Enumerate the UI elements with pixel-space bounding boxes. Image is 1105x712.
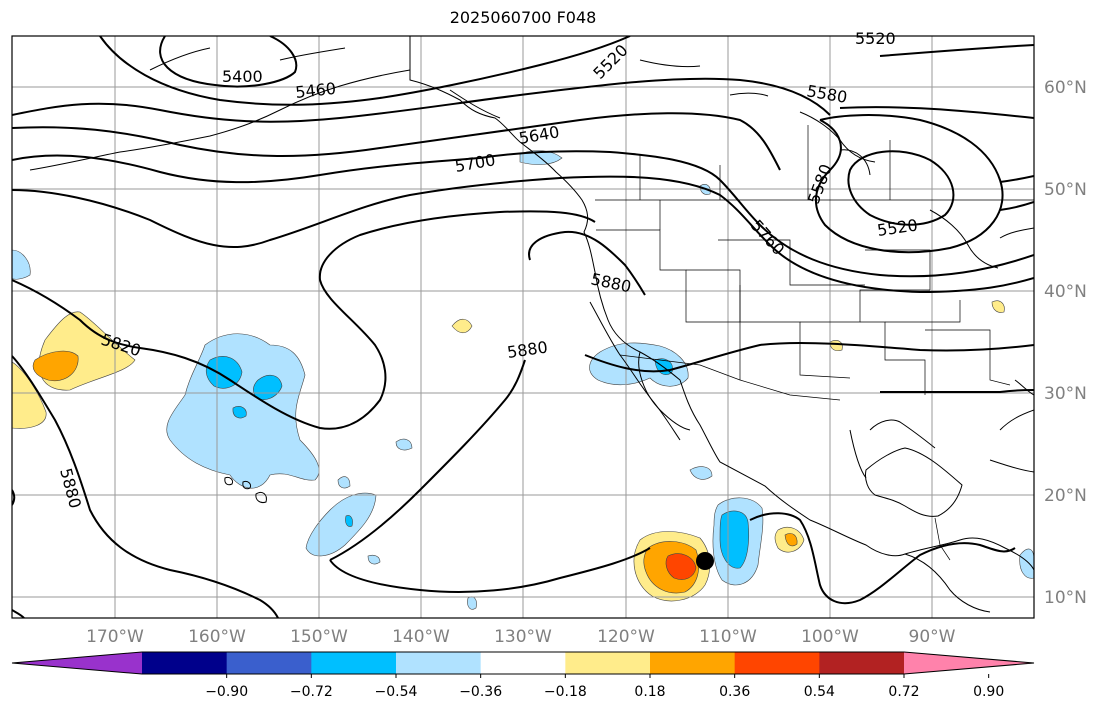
colorbar-tick-labels: −0.90 −0.72 −0.54 −0.36 −0.18 0.18 0.36 0.54 0.7… <box>205 674 1004 700</box>
positive-anomaly-area <box>32 350 79 382</box>
colorbar-segment <box>311 652 397 674</box>
lon-label: 130°W <box>494 627 552 647</box>
lat-label: 20°N <box>1044 486 1087 506</box>
colorbar-tick-label: −0.18 <box>544 684 587 700</box>
contour-label: 5520 <box>855 29 896 48</box>
negative-anomaly-area <box>345 515 353 527</box>
colorbar-extend-low <box>12 652 142 674</box>
map-frame <box>11 35 1035 619</box>
colorbar-segment <box>480 652 566 674</box>
lon-label: 170°W <box>86 627 144 647</box>
shaded-anomalies <box>12 150 1034 610</box>
negative-anomaly-area <box>12 249 31 280</box>
colorbar-tick-label: 0.18 <box>634 684 665 700</box>
lat-label: 10°N <box>1044 588 1087 608</box>
coastlines <box>29 36 1034 613</box>
colorbar-tick-label: −0.72 <box>290 684 333 700</box>
negative-anomaly-area <box>205 356 243 389</box>
lon-label: 90°W <box>909 627 956 647</box>
positive-anomaly-area <box>991 300 1005 313</box>
colorbar-segment <box>396 652 482 674</box>
contour-label: 5400 <box>222 67 263 86</box>
contour-label: 5460 <box>294 79 336 102</box>
colorbar-segment <box>226 652 312 674</box>
positive-anomaly-area <box>784 533 798 547</box>
lon-label: 140°W <box>392 627 450 647</box>
negative-anomaly-area <box>519 150 563 165</box>
lat-label: 30°N <box>1044 384 1087 404</box>
lon-label: 150°W <box>290 627 348 647</box>
colorbar-segment <box>142 652 228 674</box>
colorbar-tick-label: 0.54 <box>804 684 835 700</box>
colorbar-segment <box>565 652 651 674</box>
colorbar-extend-high <box>904 652 1034 674</box>
longitude-labels: 170°W 160°W 150°W 140°W 130°W 120°W 110°… <box>86 627 956 647</box>
lat-label: 60°N <box>1044 78 1087 98</box>
negative-anomaly-area <box>395 438 413 451</box>
lon-label: 100°W <box>801 627 859 647</box>
storm-position-dot <box>696 552 714 570</box>
negative-anomaly-area <box>337 476 351 489</box>
lon-label: 160°W <box>188 627 246 647</box>
negative-anomaly-area <box>1019 548 1034 579</box>
positive-anomaly-area <box>12 361 47 429</box>
negative-anomaly-area <box>719 510 750 569</box>
colorbar-tick-label: −0.90 <box>205 684 248 700</box>
negative-anomaly-area <box>367 554 381 565</box>
height-contours <box>12 36 1034 618</box>
negative-anomaly-area <box>232 406 247 419</box>
positive-anomaly-area <box>665 553 697 580</box>
graticule <box>12 36 1034 618</box>
colorbar-segment <box>650 652 736 674</box>
lat-label: 40°N <box>1044 282 1087 302</box>
negative-anomaly-area <box>305 492 377 557</box>
negative-anomaly-area <box>689 466 713 480</box>
lon-label: 110°W <box>699 627 757 647</box>
colorbar-tick-label: 0.90 <box>973 684 1004 700</box>
negative-anomaly-area <box>467 596 477 610</box>
colorbar-outline <box>11 651 1035 675</box>
colorbar-segment <box>819 652 905 674</box>
colorbar-tick-label: −0.36 <box>459 684 502 700</box>
lat-label: 50°N <box>1044 180 1087 200</box>
latitude-labels: 60°N 50°N 40°N 30°N 20°N 10°N <box>1044 78 1087 608</box>
colorbar-tick-label: −0.54 <box>375 684 418 700</box>
positive-anomaly-area <box>451 318 473 334</box>
colorbar <box>11 651 1035 675</box>
map-title: 2025060700 F048 <box>449 8 597 27</box>
lon-label: 120°W <box>597 627 655 647</box>
colorbar-tick-label: 0.36 <box>719 684 750 700</box>
colorbar-segment <box>734 652 820 674</box>
colorbar-tick-label: 0.72 <box>888 684 919 700</box>
